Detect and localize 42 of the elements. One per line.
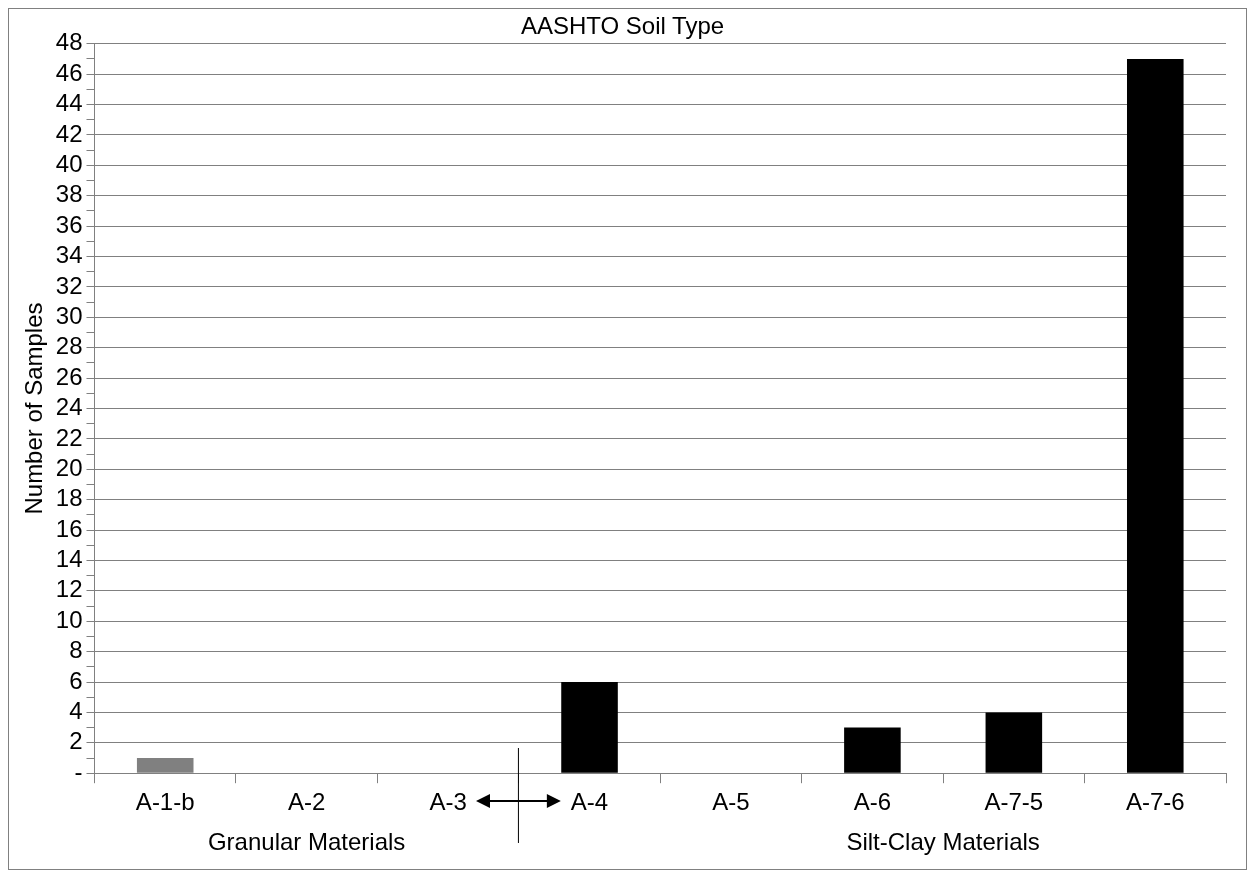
y-tick-label: - — [74, 757, 83, 785]
y-tick-label: 46 — [55, 58, 83, 86]
y-tick-label: 12 — [55, 575, 83, 603]
x-tick-label: A-3 — [429, 788, 467, 816]
y-tick-label: 44 — [55, 89, 83, 117]
y-tick-label: 40 — [55, 149, 83, 177]
x-tick-label: A-4 — [570, 788, 609, 816]
y-tick-label: 34 — [55, 241, 83, 269]
y-tick-label: 30 — [55, 301, 83, 329]
x-tick-label: A-1-b — [135, 788, 195, 816]
y-tick-label: 18 — [55, 484, 83, 512]
y-tick-label: 16 — [55, 514, 83, 542]
y-tick-label: 10 — [55, 605, 83, 633]
y-tick-label: 22 — [55, 423, 83, 451]
x-tick-label: A-7-6 — [1125, 788, 1185, 816]
y-tick-label: 20 — [55, 453, 83, 481]
y-tick-label: 36 — [55, 210, 83, 238]
x-tick-label: A-5 — [712, 788, 750, 816]
y-tick-label: 26 — [55, 362, 83, 390]
text: Granular Materials — [207, 827, 406, 855]
y-tick-label: 28 — [55, 332, 83, 360]
y-tick-label: 24 — [55, 393, 83, 421]
bar — [561, 682, 618, 773]
x-tick-label: A-6 — [853, 788, 892, 816]
y-tick-label: 42 — [55, 119, 83, 147]
y-tick-label: 48 — [55, 28, 83, 56]
y-tick-label: 38 — [55, 180, 83, 208]
chart-title: AASHTO Soil Type — [520, 12, 725, 40]
x-tick-label: A-7-5 — [984, 788, 1044, 816]
bar — [985, 712, 1043, 773]
y-tick-label: 32 — [55, 271, 83, 299]
x-tick-label: A-2 — [287, 788, 326, 816]
y-axis-title: Number of Samples — [20, 302, 48, 515]
y-tick-label: 4 — [69, 697, 83, 725]
bar — [1126, 59, 1184, 773]
bar — [844, 727, 901, 773]
y-tick-label: 6 — [69, 666, 83, 694]
y-tick-label: 8 — [69, 636, 83, 664]
y-tick-label: 14 — [55, 545, 83, 573]
y-tick-label: 2 — [69, 727, 83, 755]
bar — [136, 758, 194, 773]
text: Silt-Clay Materials — [846, 827, 1040, 855]
